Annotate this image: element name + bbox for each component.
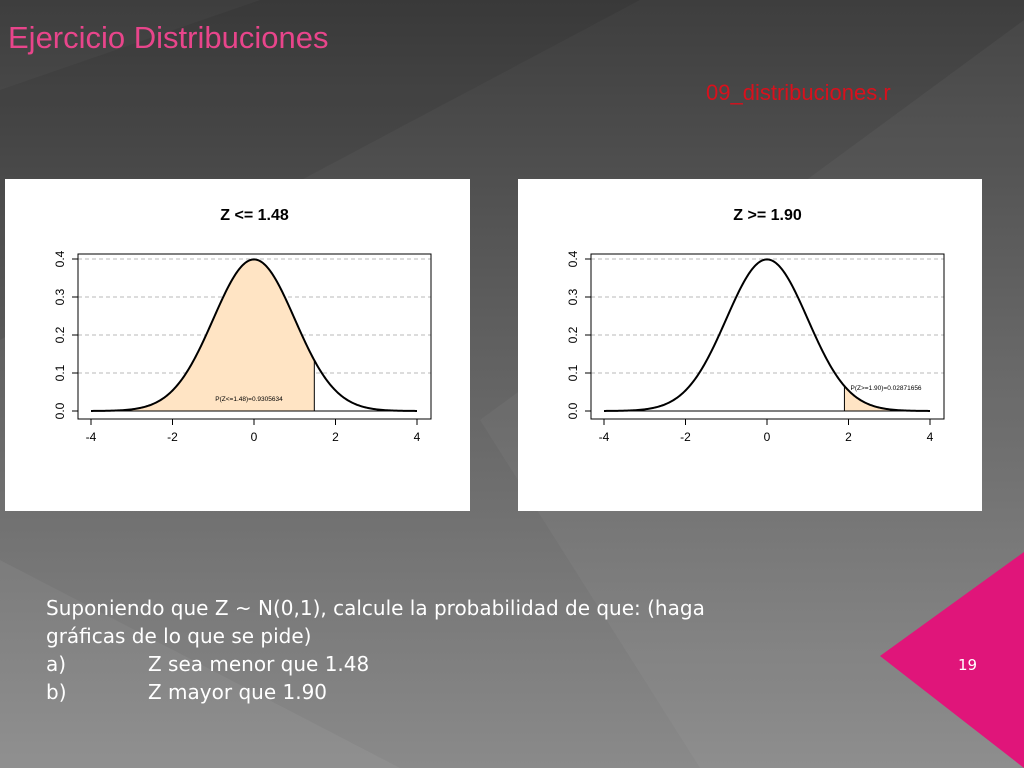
y-tick-label: 0.0	[566, 402, 580, 419]
y-tick-label: 0.4	[566, 250, 580, 267]
shaded-area	[844, 386, 930, 411]
file-link[interactable]: 09_distribuciones.r	[706, 80, 891, 105]
item-a-label: a)	[46, 652, 67, 676]
accent-triangle	[880, 552, 1024, 768]
y-tick-label: 0.3	[566, 288, 580, 305]
x-tick-label: 0	[764, 430, 771, 444]
normal-curve-chart-left: Z <= 1.48 -4 -2 0 2 4 0.0 0.1 0.2 0.3 0.4 P(Z<=1.48…	[53, 207, 432, 444]
item-b-text: Z mayor que 1.90	[148, 680, 328, 704]
probability-annotation: P(Z>=1.90)=0.02871656	[851, 385, 922, 392]
normal-curve-chart-right: Z >= 1.90 -4 -2 0 2 4 0.0 0.1 0.2 0.3 0.4 P(Z>=1.90…	[566, 207, 945, 444]
x-tick-label: 4	[927, 430, 934, 444]
x-tick-label: -4	[86, 430, 97, 444]
item-a-text: Z sea menor que 1.48	[148, 652, 370, 676]
item-b: b) Z mayor que 1.90	[46, 678, 806, 706]
density-curve	[603, 258, 931, 412]
y-tick-label: 0.4	[53, 250, 67, 267]
x-tick-label: -2	[167, 430, 178, 444]
y-tick-label: 0.1	[53, 364, 67, 381]
item-b-label: b)	[46, 680, 67, 704]
chart-panel-left: Z <= 1.48 -4 -2 0 2 4 0.0 0.1 0.2 0.3 0.4 P(Z<=1.48…	[5, 179, 470, 511]
y-tick-label: 0.2	[566, 326, 580, 343]
chart-title: Z <= 1.48	[220, 207, 289, 224]
x-tick-label: 0	[251, 430, 258, 444]
y-tick-label: 0.2	[53, 326, 67, 343]
x-tick-label: -4	[599, 430, 610, 444]
x-tick-label: 4	[414, 430, 421, 444]
exercise-line-1: Suponiendo que Z ~ N(0,1), calcule la pr…	[46, 596, 705, 620]
chart-title: Z >= 1.90	[733, 207, 802, 224]
x-tick-label: -2	[680, 430, 691, 444]
item-a: a) Z sea menor que 1.48	[46, 650, 806, 678]
y-tick-label: 0.3	[53, 288, 67, 305]
y-tick-label: 0.1	[566, 364, 580, 381]
x-tick-label: 2	[845, 430, 852, 444]
density-curve	[90, 258, 418, 412]
plot-frame	[590, 253, 945, 420]
y-tick-label: 0.0	[53, 402, 67, 419]
exercise-text: Suponiendo que Z ~ N(0,1), calcule la pr…	[46, 594, 806, 706]
shaded-area	[91, 259, 315, 411]
x-tick-label: 2	[332, 430, 339, 444]
chart-panel-right: Z >= 1.90 -4 -2 0 2 4 0.0 0.1 0.2 0.3 0.4 P(Z>=1.90…	[518, 179, 982, 511]
page-number: 19	[958, 656, 978, 674]
probability-annotation: P(Z<=1.48)=0.9305634	[215, 396, 283, 403]
slide-title: Ejercicio Distribuciones	[8, 20, 329, 55]
exercise-line-2: gráficas de lo que se pide)	[46, 624, 312, 648]
